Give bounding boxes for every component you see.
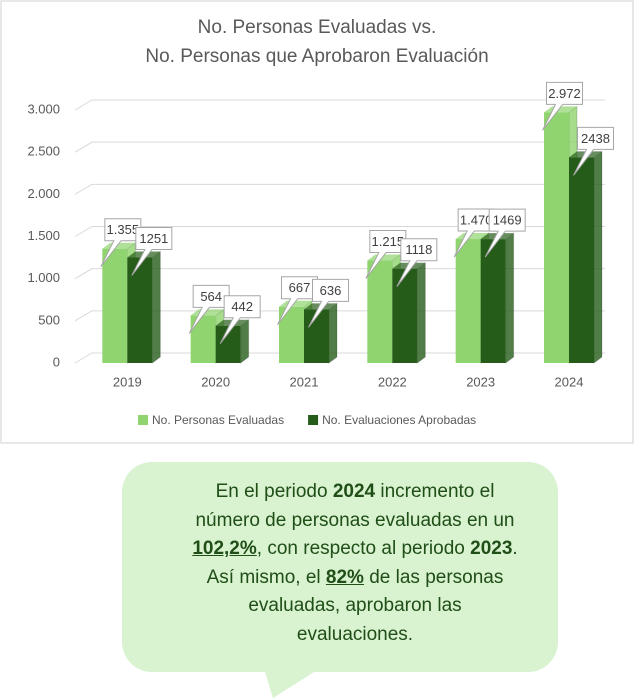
bar (544, 112, 569, 364)
label-callout (484, 208, 526, 258)
grid-line (74, 183, 605, 195)
x-tick-label: 2019 (113, 374, 142, 389)
bar (367, 260, 393, 363)
text-segment: 82% (325, 566, 364, 588)
speech-bubble (122, 462, 558, 698)
text-line: En el periodo 2024 incremento el (160, 478, 550, 507)
text-line: evaluadas, aprobaron las (160, 592, 550, 621)
bar (102, 248, 128, 363)
label-callout (365, 230, 407, 279)
y-tick-label: 1.500 (27, 228, 60, 243)
x-tick-label: 2022 (378, 374, 407, 389)
y-tick-label: 3.000 (27, 101, 60, 116)
data-label: 1118 (405, 242, 432, 257)
label-callout (573, 126, 614, 176)
grid-line (74, 99, 605, 111)
text-segment: , con respecto al periodo (256, 538, 471, 560)
text-line: 102,2%, con respecto al periodo 2023. (160, 535, 550, 564)
bar (127, 257, 153, 363)
text-segment: número de personas evaluadas en un (195, 509, 515, 531)
data-label: 1.215 (372, 234, 405, 249)
bar (569, 157, 594, 363)
text-segment: En el periodo (215, 481, 333, 502)
text-segment: Así mismo, el (206, 566, 326, 588)
legend-swatch (138, 415, 148, 425)
grid-line (74, 226, 605, 237)
label-callout (396, 238, 438, 288)
legend-label: No. Evaluaciones Aprobadas (322, 413, 476, 427)
chart-title: No. Personas que Aprobaron Evaluación (145, 46, 488, 67)
data-label: 636 (320, 283, 342, 298)
text-segment: 2023 (470, 538, 513, 560)
bar-side (328, 302, 338, 364)
data-label: 2438 (581, 131, 610, 146)
text-segment: 102,2% (192, 538, 257, 560)
grid-line (74, 141, 605, 153)
label-callout (188, 284, 230, 334)
grid-line (74, 268, 605, 280)
bar-side (416, 261, 426, 364)
x-tick-label: 2020 (201, 374, 230, 389)
text-line: Así mismo, el 82% de las personas (160, 564, 550, 593)
text-line: evaluaciones. (160, 621, 550, 650)
text-segment: 2024 (332, 481, 376, 502)
grid-line (74, 352, 605, 364)
bubble-text: En el periodo 2024 incremento el número d… (160, 478, 550, 650)
text-line: número de personas evaluadas en un (160, 507, 550, 536)
data-label: 2.972 (548, 86, 581, 101)
data-label: 1469 (493, 213, 522, 228)
legend-swatch (308, 415, 319, 425)
data-label: 1251 (139, 231, 168, 246)
label-callout (219, 295, 261, 345)
bar (455, 239, 481, 363)
data-label: 1.355 (107, 222, 140, 237)
text-segment: evaluaciones. (296, 623, 414, 645)
y-tick-label: 2.000 (27, 186, 60, 201)
bar-side (240, 318, 250, 364)
data-label: 442 (231, 299, 253, 314)
bar-side (151, 250, 161, 364)
text-segment: de las personas (363, 566, 504, 588)
bar-side (505, 232, 515, 364)
y-tick-label: 1.000 (27, 270, 60, 285)
label-callout (100, 218, 142, 268)
bar (304, 309, 329, 363)
y-tick-label: 0 (53, 354, 60, 369)
chart-title: No. Personas Evaluadas vs. (198, 17, 437, 38)
y-tick-label: 500 (38, 312, 60, 327)
label-callout (308, 278, 349, 328)
text-segment: . (512, 538, 518, 560)
grid-line (74, 310, 605, 322)
bar (480, 239, 506, 363)
bar-side (593, 150, 603, 364)
data-label: 1.470 (460, 212, 493, 227)
x-tick-label: 2023 (466, 374, 495, 389)
x-tick-label: 2021 (290, 374, 319, 389)
y-tick-label: 2.500 (27, 144, 60, 159)
data-label: 564 (200, 289, 222, 304)
data-label: 667 (289, 280, 311, 295)
label-callout (542, 81, 583, 131)
text-segment: evaluadas, aprobaron las (248, 595, 462, 617)
x-tick-label: 2024 (555, 374, 584, 389)
text-segment: incremento el (375, 481, 495, 502)
bar (392, 268, 418, 363)
label-callout (131, 226, 173, 276)
legend-label: No. Personas Evaluadas (152, 413, 284, 427)
